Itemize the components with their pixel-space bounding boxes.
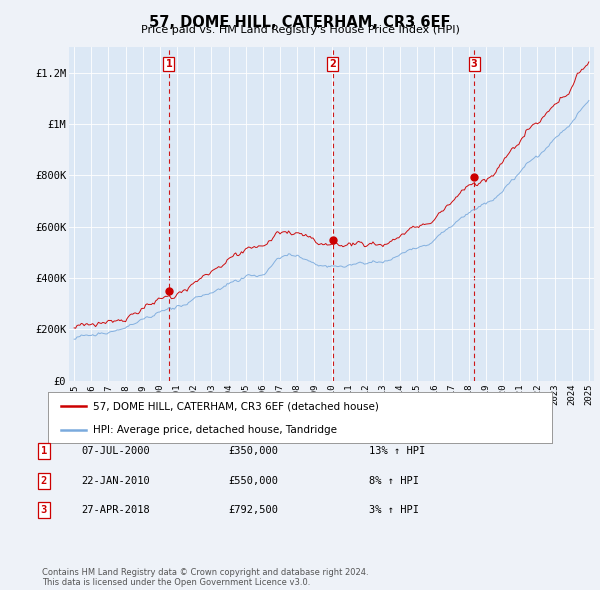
Text: 57, DOME HILL, CATERHAM, CR3 6EF (detached house): 57, DOME HILL, CATERHAM, CR3 6EF (detach…: [94, 401, 379, 411]
Text: 2: 2: [41, 476, 47, 486]
Text: 8% ↑ HPI: 8% ↑ HPI: [369, 476, 419, 486]
Text: £350,000: £350,000: [228, 447, 278, 456]
Text: £550,000: £550,000: [228, 476, 278, 486]
Text: 1: 1: [41, 447, 47, 456]
Text: 07-JUL-2000: 07-JUL-2000: [81, 447, 150, 456]
Text: 3: 3: [41, 506, 47, 515]
Text: 1: 1: [166, 59, 172, 69]
Text: 13% ↑ HPI: 13% ↑ HPI: [369, 447, 425, 456]
Text: 57, DOME HILL, CATERHAM, CR3 6EF: 57, DOME HILL, CATERHAM, CR3 6EF: [149, 15, 451, 30]
Text: Contains HM Land Registry data © Crown copyright and database right 2024.
This d: Contains HM Land Registry data © Crown c…: [42, 568, 368, 587]
Text: Price paid vs. HM Land Registry's House Price Index (HPI): Price paid vs. HM Land Registry's House …: [140, 25, 460, 35]
Text: 22-JAN-2010: 22-JAN-2010: [81, 476, 150, 486]
Text: 27-APR-2018: 27-APR-2018: [81, 506, 150, 515]
Text: £792,500: £792,500: [228, 506, 278, 515]
Text: 3% ↑ HPI: 3% ↑ HPI: [369, 506, 419, 515]
Text: HPI: Average price, detached house, Tandridge: HPI: Average price, detached house, Tand…: [94, 425, 337, 435]
Text: 2: 2: [329, 59, 336, 69]
Text: 3: 3: [471, 59, 478, 69]
